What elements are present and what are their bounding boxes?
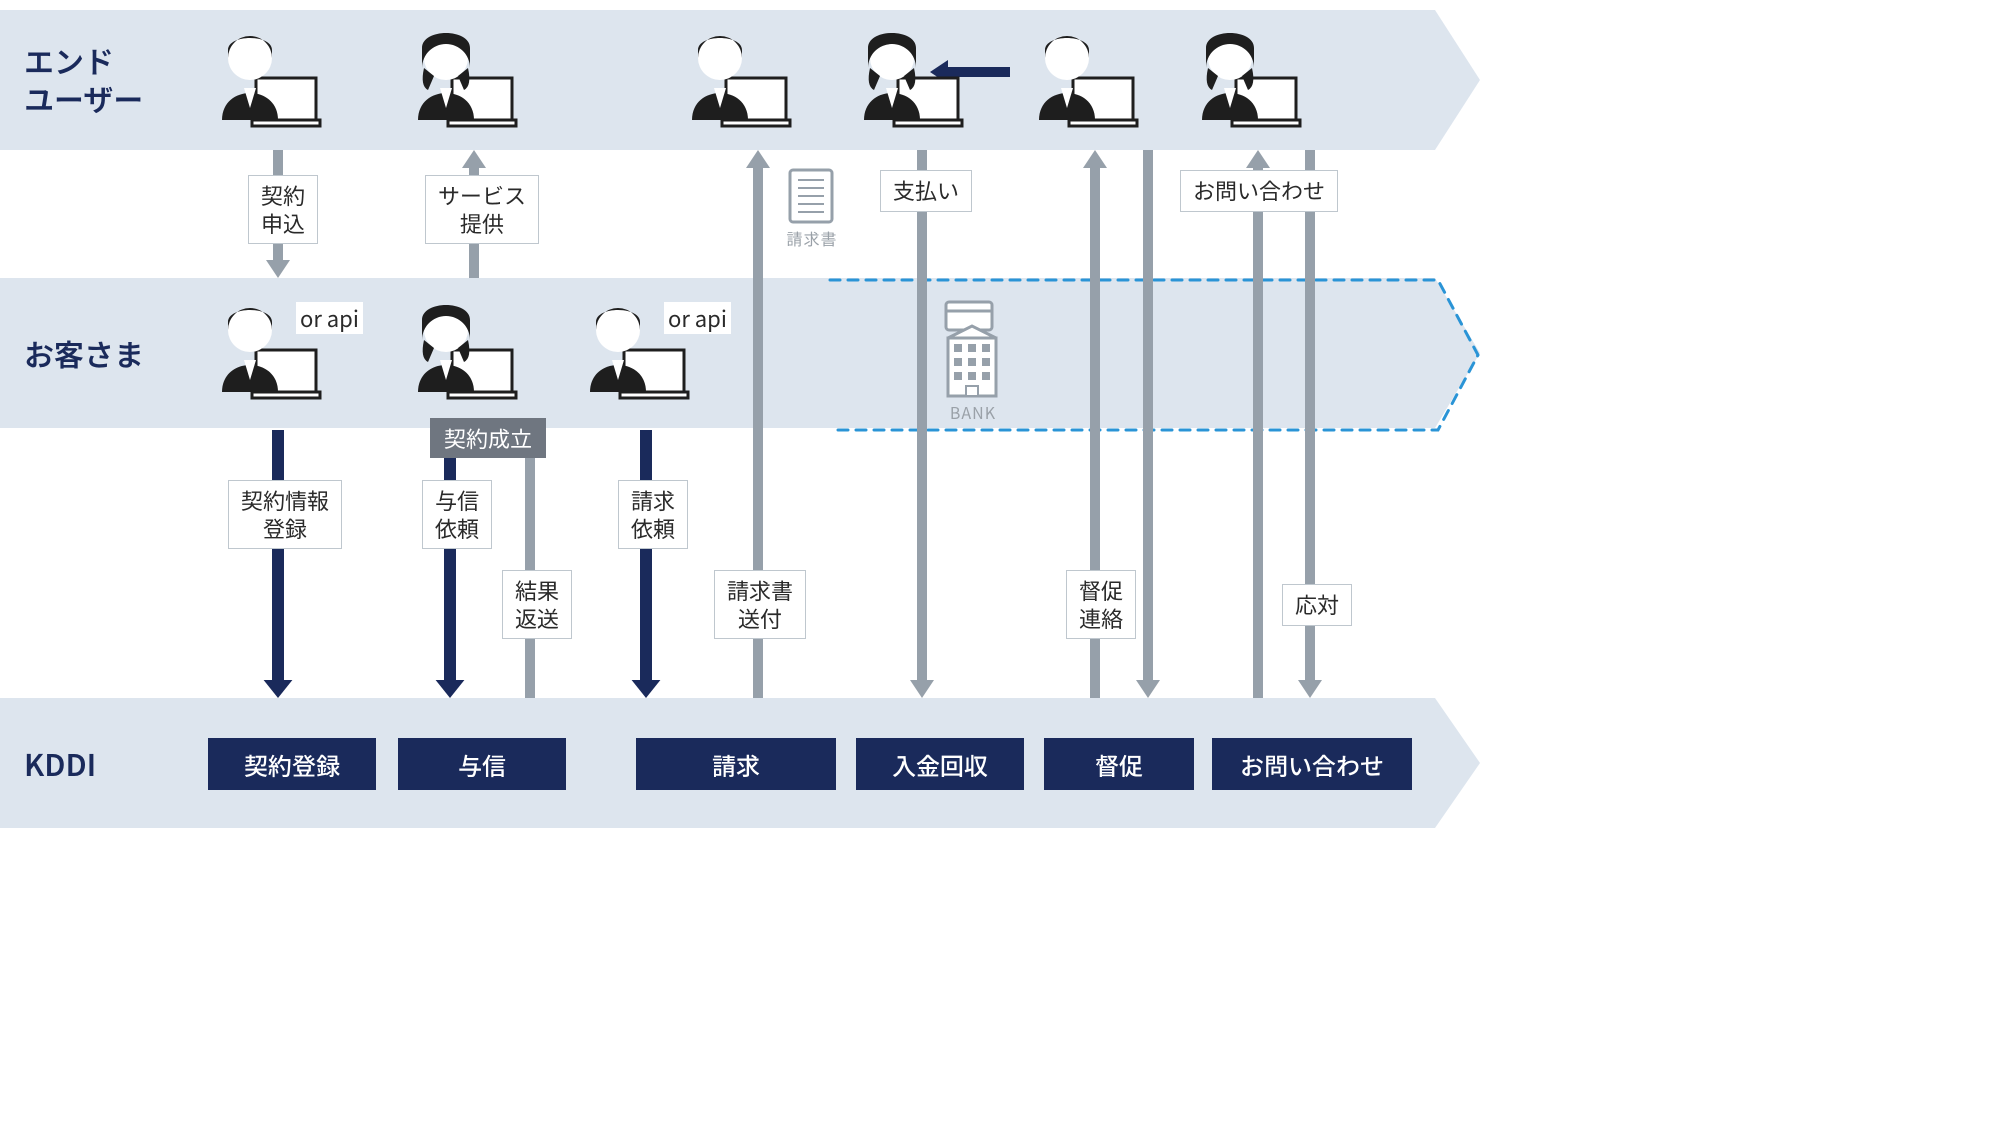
- flow-label: 結果 返送: [502, 570, 572, 639]
- flow-label: 督促 連絡: [1066, 570, 1136, 639]
- lane-label-enduser: エンド ユーザー: [24, 42, 143, 117]
- process-step: 入金回収: [856, 738, 1024, 790]
- or-api-label: or api: [296, 302, 363, 334]
- background-layer: [0, 0, 1480, 842]
- or-api-label: or api: [664, 302, 731, 334]
- process-step: 督促: [1044, 738, 1194, 790]
- invoice-doc-caption: 請求書: [786, 226, 838, 250]
- lane-label-kddi: KDDI: [24, 745, 96, 783]
- process-step: 請求: [636, 738, 836, 790]
- lane-label-customer: お客さま: [24, 335, 144, 373]
- flow-label: サービス 提供: [425, 175, 539, 244]
- flow-label: 応対: [1282, 584, 1352, 626]
- flow-label: 与信 依頼: [422, 480, 492, 549]
- icons-layer: [0, 0, 1480, 842]
- contract-established-badge: 契約成立: [430, 418, 546, 458]
- flow-label: 請求書 送付: [714, 570, 806, 639]
- flow-label: 契約 申込: [248, 175, 318, 244]
- flow-label: 請求 依頼: [618, 480, 688, 549]
- flow-label: お問い合わせ: [1180, 170, 1338, 212]
- process-step: 与信: [398, 738, 566, 790]
- flow-label: 契約情報 登録: [228, 480, 342, 549]
- flow-label: 支払い: [880, 170, 972, 212]
- process-step: 契約登録: [208, 738, 376, 790]
- bank-icon-caption: BANK: [948, 400, 998, 424]
- process-step: お問い合わせ: [1212, 738, 1412, 790]
- diagram-stage: エンド ユーザーお客さま KDDI 契約 申込 サービス 提供契約情報 登録 与信 依頼…: [0, 0, 1480, 842]
- arrows-layer: [0, 0, 1480, 842]
